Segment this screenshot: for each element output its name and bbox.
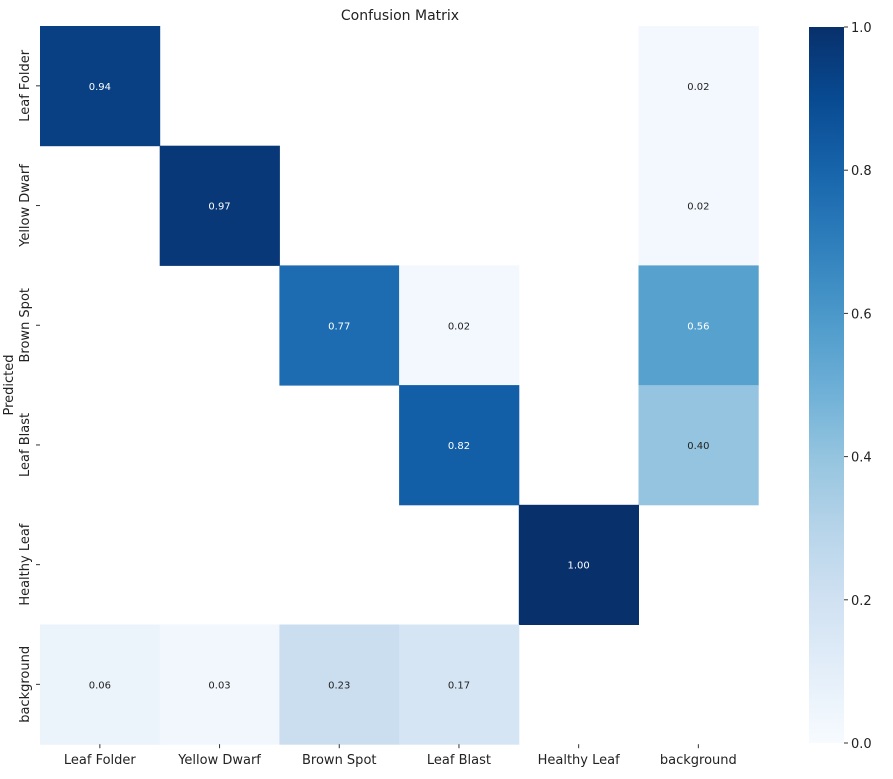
- heatmap-cell: [638, 145, 759, 266]
- cell-annotation: 0.03: [208, 680, 230, 691]
- heatmap-cell: [399, 624, 520, 745]
- heatmap-cell: [638, 26, 759, 147]
- y-axis-label: Predicted: [2, 354, 17, 415]
- x-tick-label: Leaf Folder: [64, 753, 137, 768]
- colorbar-ticks: 0.0 0.2 0.4 0.6 0.8 1.0: [844, 21, 872, 752]
- y-tick-label: Leaf Blast: [18, 413, 33, 477]
- cell-annotation: 0.97: [208, 202, 230, 213]
- cell-annotation: 0.02: [687, 202, 709, 213]
- cell-annotation: 1.00: [568, 561, 590, 572]
- colorbar-tick-label: 0.2: [851, 594, 872, 609]
- y-tick-label: Yellow Dwarf: [18, 164, 33, 248]
- x-tick-label: background: [660, 753, 737, 768]
- heatmap-cell: [399, 385, 520, 506]
- heatmap-cell: [638, 265, 759, 386]
- y-tick-label: Brown Spot: [18, 288, 33, 363]
- cell-annotation: 0.94: [89, 82, 111, 93]
- x-tick-label: Leaf Blast: [427, 753, 491, 768]
- heatmap-cell: [40, 624, 161, 745]
- colorbar-tick-label: 0.8: [851, 164, 872, 179]
- heatmap-cells: [40, 26, 759, 745]
- heatmap-cell: [518, 504, 639, 625]
- heatmap-cell: [399, 265, 520, 386]
- chart-title: Confusion Matrix: [341, 8, 459, 24]
- y-tick-label: Healthy Leaf: [18, 523, 33, 605]
- cell-annotation: 0.17: [448, 680, 470, 691]
- colorbar-tick-label: 0.0: [851, 737, 872, 752]
- cell-annotation: 0.40: [687, 441, 709, 452]
- x-tick-label: Brown Spot: [302, 753, 377, 768]
- x-tick-label: Yellow Dwarf: [177, 753, 261, 768]
- colorbar-tick-label: 0.4: [851, 451, 872, 466]
- cell-annotation: 0.56: [687, 321, 709, 332]
- cell-annotation: 0.23: [328, 680, 350, 691]
- colorbar-gradient: [809, 27, 844, 743]
- heatmap-cell: [40, 26, 161, 147]
- heatmap-cell: [159, 145, 280, 266]
- colorbar-tick-label: 0.6: [851, 307, 872, 322]
- heatmap-cell: [279, 624, 400, 745]
- cell-annotation: 0.06: [89, 680, 111, 691]
- x-tick-label: Healthy Leaf: [538, 753, 620, 768]
- colorbar-tick-label: 1.0: [851, 21, 872, 36]
- cell-annotation: 0.02: [687, 82, 709, 93]
- heatmap-cell: [159, 624, 280, 745]
- y-tick-label: background: [18, 646, 33, 723]
- x-tick-labels: Leaf Folder Yellow Dwarf Brown Spot Leaf Bl…: [64, 744, 737, 768]
- y-tick-labels: Leaf Folder Yellow Dwarf Brown Spot Leaf Bl…: [18, 49, 40, 723]
- heatmap-cell: [279, 265, 400, 386]
- y-tick-label: Leaf Folder: [18, 49, 33, 122]
- cell-annotation: 0.77: [328, 321, 350, 332]
- colorbar: 0.0 0.2 0.4 0.6 0.8 1.0: [809, 21, 872, 752]
- heatmap-annotations: 0.94 0.02 0.97 0.02 0.77 0.02 0.56 0.82 0.40 1.00…: [89, 82, 710, 691]
- heatmap-cell: [638, 385, 759, 506]
- cell-annotation: 0.02: [448, 321, 470, 332]
- cell-annotation: 0.82: [448, 441, 470, 452]
